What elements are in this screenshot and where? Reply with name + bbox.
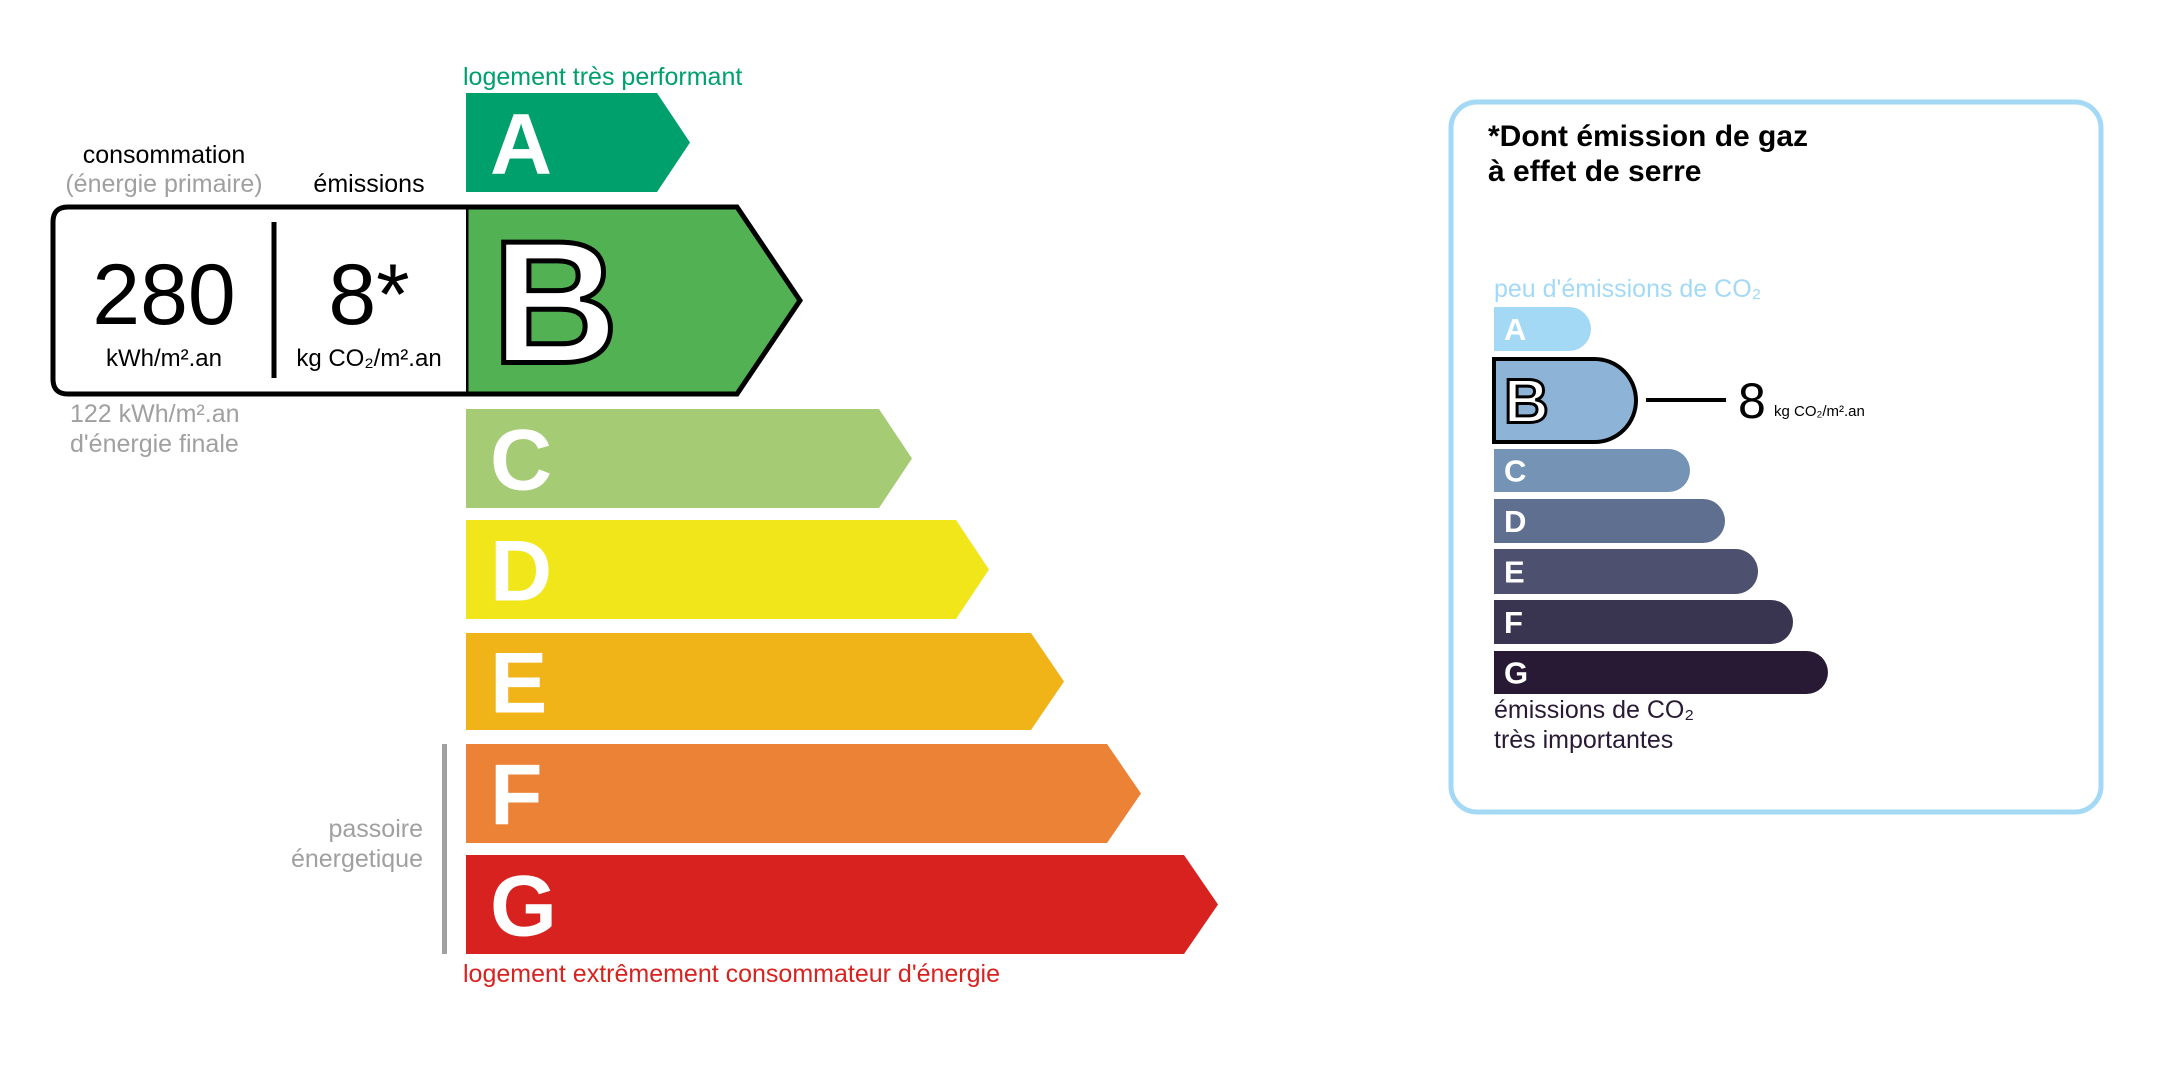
ges-bar [1494, 307, 1591, 351]
ges-class-letter: A [1504, 312, 1526, 347]
ges-bottom-label-line1: émissions de CO₂ [1494, 696, 1694, 724]
final-energy-value: 122 kWh/m².an [70, 400, 240, 428]
ges-class-g: G [1494, 651, 1828, 694]
ges-top-label: peu d'émissions de CO₂ [1494, 275, 1761, 303]
energy-top-label: logement très performant [463, 63, 742, 91]
energy-class-letter: D [490, 524, 552, 620]
ges-title-line2: à effet de serre [1488, 155, 1701, 188]
ges-class-letter: D [1504, 504, 1526, 539]
energy-arrow [466, 409, 912, 508]
ges-class-f: F [1494, 600, 1793, 644]
ges-value: 8 [1738, 373, 1766, 429]
final-energy-label: d'énergie finale [70, 430, 239, 458]
energy-class-a: A [466, 93, 690, 193]
ges-class-letter: G [1504, 656, 1528, 691]
ges-class-d: D [1494, 499, 1725, 543]
consumption-unit: kWh/m².an [106, 345, 222, 372]
ges-class-letter: B [1504, 368, 1549, 437]
ges-bottom-label-line2: très importantes [1494, 726, 1673, 754]
ges-bar [1492, 357, 1638, 444]
energy-class-e: E [466, 633, 1064, 732]
ges-title-line1: *Dont émission de gaz [1488, 120, 1808, 153]
passoire-bracket [442, 744, 447, 954]
energy-class-c: C [466, 409, 912, 509]
energy-arrow [466, 855, 1218, 954]
ges-class-b: B [1492, 357, 1638, 444]
ges-class-e: E [1494, 549, 1759, 594]
ges-bar [1494, 651, 1828, 694]
energy-class-d: D [466, 520, 989, 620]
energy-bottom-label: logement extrêmement consommateur d'éner… [463, 960, 1000, 988]
ges-class-a: A [1494, 307, 1591, 351]
energy-class-letter: E [490, 636, 547, 732]
energy-class-letter: G [490, 859, 557, 955]
energy-class-letter: F [490, 748, 543, 844]
consumption-sublabel: (énergie primaire) [65, 170, 262, 198]
energy-arrow [466, 744, 1141, 843]
consumption-value: 280 [92, 247, 236, 343]
energy-class-letter: A [490, 97, 552, 193]
ges-bar [1494, 549, 1759, 594]
ges-bar [1494, 449, 1690, 492]
energy-class-g: G [466, 855, 1218, 955]
ges-bar [1494, 600, 1793, 644]
consumption-label: consommation [83, 141, 246, 169]
ges-bar [1494, 499, 1725, 543]
energy-arrow [466, 520, 989, 619]
passoire-label-line2: énergetique [291, 845, 423, 873]
energy-class-letter: B [492, 206, 618, 401]
energy-class-f: F [466, 744, 1141, 844]
passoire-label-line1: passoire [329, 815, 424, 843]
energy-class-letter: C [490, 413, 552, 509]
energy-class-b: B [463, 203, 804, 403]
emissions-label: émissions [313, 170, 424, 198]
energy-arrow [466, 633, 1064, 730]
ges-class-letter: F [1504, 605, 1523, 640]
ges-class-letter: E [1504, 555, 1525, 590]
ges-class-c: C [1494, 449, 1690, 492]
ges-unit: kg CO₂/m².an [1774, 403, 1865, 420]
emissions-value: 8* [328, 247, 409, 343]
value-box [50, 204, 466, 397]
ges-class-letter: C [1504, 454, 1526, 489]
emissions-unit: kg CO₂/m².an [296, 345, 441, 372]
energy-arrow [466, 93, 690, 192]
